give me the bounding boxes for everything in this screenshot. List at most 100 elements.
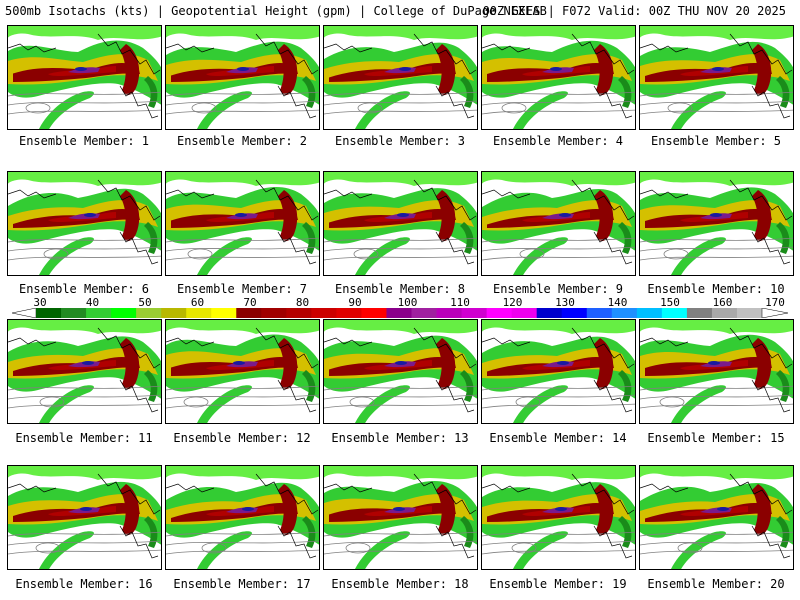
colorbar-swatch [211,308,237,318]
colorbar-swatch [36,308,62,318]
colorbar-tick-label: 110 [450,296,470,309]
ensemble-panel [481,25,636,130]
colorbar-tick-label: 40 [85,296,100,309]
colorbar-swatch [186,308,212,318]
ensemble-panel [323,319,478,424]
colorbar-tick-label: 80 [295,296,310,309]
colorbar-swatch [336,308,362,318]
colorbar-swatch [361,308,387,318]
member-label: Ensemble Member: 7 [176,282,308,296]
colorbar-ticks: 30 40 50 60 70 80 90 100 110 120 130 140 150 160 170 [0,296,800,309]
member-label: Ensemble Member: 17 [173,577,311,591]
colorbar-swatch [611,308,638,318]
isotach-map [324,320,477,423]
member-label: Ensemble Member: 12 [173,431,311,445]
colorbar-swatch [261,308,287,318]
isotach-map [482,466,635,569]
ensemble-panel [165,319,320,424]
colorbar-swatch [86,308,112,318]
member-label: Ensemble Member: 5 [650,134,782,148]
colorbar-swatch [586,308,613,318]
isotach-colorbar: 30 40 50 60 70 80 90 100 110 120 130 140 150 160 170 [0,296,800,320]
colorbar-left-arrow [11,308,37,318]
ensemble-panel [7,465,162,570]
isotach-map [8,320,161,423]
isotach-map [8,172,161,275]
colorbar-swatch [536,308,563,318]
isotach-map [166,320,319,423]
member-label: Ensemble Member: 1 [18,134,150,148]
colorbar-tick-label: 60 [190,296,205,309]
member-label: Ensemble Member: 4 [492,134,624,148]
colorbar-swatch [661,308,688,318]
isotach-map [482,26,635,129]
isotach-map [8,26,161,129]
member-label: Ensemble Member: 15 [647,431,785,445]
colorbar-tick-label: 70 [243,296,257,309]
colorbar-swatch [461,308,488,318]
colorbar-swatch [686,308,713,318]
colorbar-tick-label: 140 [607,296,628,309]
isotach-map [640,466,793,569]
isotach-map [324,26,477,129]
ensemble-panel [7,25,162,130]
colorbar-swatch [61,308,87,318]
member-label: Ensemble Member: 20 [647,577,785,591]
colorbar-swatch [236,308,262,318]
ensemble-panel [323,465,478,570]
member-label: Ensemble Member: 16 [15,577,153,591]
member-label: Ensemble Member: 8 [334,282,466,296]
member-label: Ensemble Member: 9 [492,282,624,296]
member-label: Ensemble Member: 6 [18,282,150,296]
ensemble-panel [7,319,162,424]
ensemble-panel [323,25,478,130]
colorbar-tick-label: 120 [502,296,523,309]
isotach-map [166,26,319,129]
colorbar-right-arrow [761,308,789,318]
colorbar-swatch [436,308,463,318]
colorbar-tick-label: 100 [397,296,418,309]
ensemble-panel [165,171,320,276]
isotach-map [166,466,319,569]
colorbar-swatch [561,308,588,318]
member-label: Ensemble Member: 10 [647,282,785,296]
ensemble-panel [481,465,636,570]
ensemble-panel [639,465,794,570]
colorbar-swatch [636,308,663,318]
colorbar-tick-label: 50 [138,296,152,309]
ensemble-panel [481,171,636,276]
ensemble-panel [323,171,478,276]
isotach-map [166,172,319,275]
colorbar-tick-label: 150 [660,296,680,309]
member-label: Ensemble Member: 19 [489,577,627,591]
colorbar-tick-label: 90 [348,296,362,309]
colorbar-scale [11,308,789,318]
colorbar-swatch [736,308,763,318]
colorbar-tick-label: 170 [765,296,785,309]
ensemble-panel [639,171,794,276]
member-label: Ensemble Member: 18 [331,577,469,591]
member-label: Ensemble Member: 11 [15,431,153,445]
colorbar-swatch [411,308,438,318]
ensemble-panel [165,25,320,130]
isotach-map [640,320,793,423]
colorbar-swatch [161,308,187,318]
member-label: Ensemble Member: 2 [176,134,308,148]
header: 500mb Isotachs (kts) | Geopotential Heig… [0,0,800,22]
colorbar-tick-label: 160 [712,296,733,309]
ensemble-panel [639,25,794,130]
isotach-map [324,466,477,569]
isotach-map [324,172,477,275]
member-label: Ensemble Member: 3 [334,134,466,148]
header-title: 500mb Isotachs (kts) | Geopotential Heig… [5,4,547,18]
isotach-map [640,172,793,275]
ensemble-panel [165,465,320,570]
colorbar-swatch [711,308,738,318]
colorbar-swatch [111,308,137,318]
isotach-map [482,172,635,275]
colorbar-tick-label: 30 [33,296,47,309]
colorbar-tick-label: 130 [555,296,575,309]
header-run-info: 00Z GEFS | F072 Valid: 00Z THU NOV 20 20… [482,4,786,18]
colorbar-swatch [386,308,413,318]
colorbar-swatch [511,308,538,318]
